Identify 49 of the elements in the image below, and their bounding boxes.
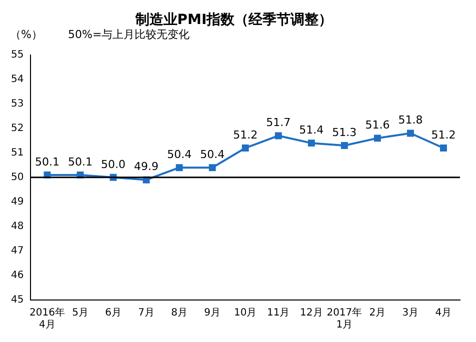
data-label: 50.1 [34,155,60,168]
y-tick-label: 54 [10,74,24,85]
y-tick-label: 48 [10,221,24,232]
x-tick-label: 2017年 1月 [326,306,362,331]
x-tick-label: 2016年 4月 [30,306,65,331]
point [340,142,348,149]
point [176,164,183,172]
point [440,144,447,152]
y-tick-label: 46 [10,270,24,282]
y-tick-label: 51 [10,147,24,158]
y-tick-label: 49 [10,196,24,208]
x-tick-label: 8月 [171,308,188,319]
x-tick-label: 2月 [369,308,386,319]
point [374,134,381,142]
point [242,144,249,152]
x-tick-label: 4月 [435,308,452,319]
x-tick-label: 6月 [105,308,122,319]
x-tick-label: 9月 [204,308,221,319]
x-tick-label: 7月 [138,308,154,319]
chart-title: 制造业PMI指数（经季节调整） [134,11,333,28]
y-tick-label: 53 [10,98,24,110]
y-axis-title: （%） [10,28,42,42]
y-tick-label: 55 [10,49,24,60]
data-label: 51.8 [398,114,423,127]
y-tick-label: 52 [10,122,24,134]
data-label: 51.7 [266,116,291,130]
data-label: 50.1 [68,155,93,168]
x-tick-label: 11月 [267,308,290,319]
data-label: 51.3 [332,126,357,139]
data-label: 51.2 [431,128,456,142]
data-label: 50.4 [200,148,225,161]
x-tick-label: 3月 [402,308,419,319]
x-tick-label: 10月 [234,308,257,319]
point [406,130,414,137]
point [208,164,216,172]
data-label: 51.4 [299,123,324,136]
y-tick-label: 47 [10,246,24,257]
data-label: 51.2 [233,128,258,142]
y-tick-label: 50 [10,172,24,183]
data-label: 49.9 [134,160,159,174]
text: 50%=与上月比较无变化 [68,28,190,42]
y-tick-label: 45 [10,294,24,306]
point [308,140,315,147]
x-tick-label: 12月 [300,308,323,319]
point [274,132,282,140]
x-tick-label: 5月 [72,308,88,319]
data-label: 50.4 [167,148,192,161]
data-label: 50.0 [101,158,126,171]
data-label: 51.6 [365,118,390,132]
